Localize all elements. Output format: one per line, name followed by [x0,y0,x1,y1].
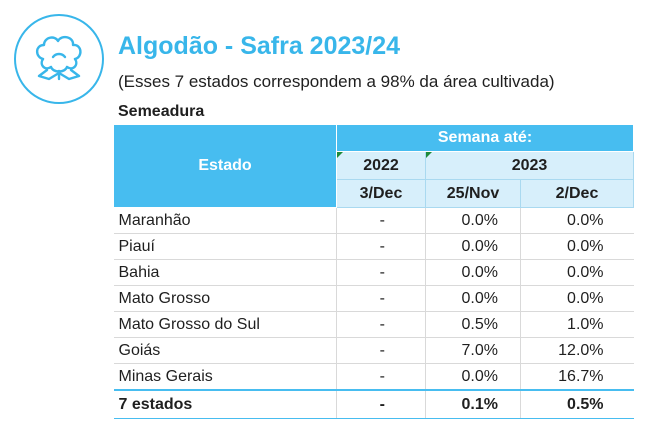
table-row: Bahia - 0.0% 0.0% [113,259,634,286]
cell-nov25: 0.0% [425,363,521,391]
cell-nov25-total: 0.1% [425,390,521,419]
cotton-icon [14,14,104,104]
cell-2022: - [336,337,426,364]
cell-dec2: 0.0% [520,207,634,234]
comment-marker-icon [426,152,432,158]
section-label: Semeadura [118,103,205,120]
cell-2022: - [336,233,426,260]
col-header-year-2022: 2022 [336,151,426,180]
cell-dec2: 16.7% [520,363,634,391]
cell-dec2: 1.0% [520,311,634,338]
cell-2022: - [336,285,426,312]
col-header-week: Semana até: [335,124,635,152]
col-header-date-3: 2/Dec [519,179,635,208]
table-row: Maranhão - 0.0% 0.0% [113,207,634,234]
page-subtitle: (Esses 7 estados correspondem a 98% da á… [118,72,555,91]
cell-estado: Piauí [113,233,337,260]
cell-nov25: 0.0% [425,233,521,260]
cell-nov25: 7.0% [425,337,521,364]
cell-dec2-total: 0.5% [520,390,634,419]
cell-nov25: 0.0% [425,207,521,234]
total-row: 7 estados - 0.1% 0.5% [113,390,634,419]
cell-2022: - [336,259,426,286]
col-header-date-2: 25/Nov [425,179,521,208]
cell-estado: Mato Grosso [113,285,337,312]
cell-nov25: 0.5% [425,311,521,338]
cell-2022: - [336,207,426,234]
comment-marker-icon [337,152,343,158]
cell-dec2: 0.0% [520,259,634,286]
cell-2022: - [336,363,426,391]
table-row: Piauí - 0.0% 0.0% [113,233,634,260]
col-header-estado: Estado [113,124,337,208]
cell-estado-total: 7 estados [113,390,337,419]
cell-dec2: 0.0% [520,233,634,260]
table-row: Minas Gerais - 0.0% 16.7% [113,363,634,391]
cell-2022-total: - [336,390,426,419]
cell-nov25: 0.0% [425,259,521,286]
cell-estado: Mato Grosso do Sul [113,311,337,338]
cell-2022: - [336,311,426,338]
table-row: Mato Grosso - 0.0% 0.0% [113,285,634,312]
cell-estado: Goiás [113,337,337,364]
cell-estado: Maranhão [113,207,337,234]
page-title: Algodão - Safra 2023/24 [118,32,401,60]
col-header-year-2023: 2023 [424,151,635,180]
cell-estado: Minas Gerais [113,363,337,391]
cell-nov25: 0.0% [425,285,521,312]
cell-dec2: 0.0% [520,285,634,312]
table-row: Goiás - 7.0% 12.0% [113,337,634,364]
table-row: Mato Grosso do Sul - 0.5% 1.0% [113,311,634,338]
cell-dec2: 12.0% [520,337,634,364]
col-header-date-1: 3/Dec [336,179,426,208]
cell-estado: Bahia [113,259,337,286]
planting-table: Estado Semana até: 2022 2023 3/Dec 25/No… [113,124,635,419]
